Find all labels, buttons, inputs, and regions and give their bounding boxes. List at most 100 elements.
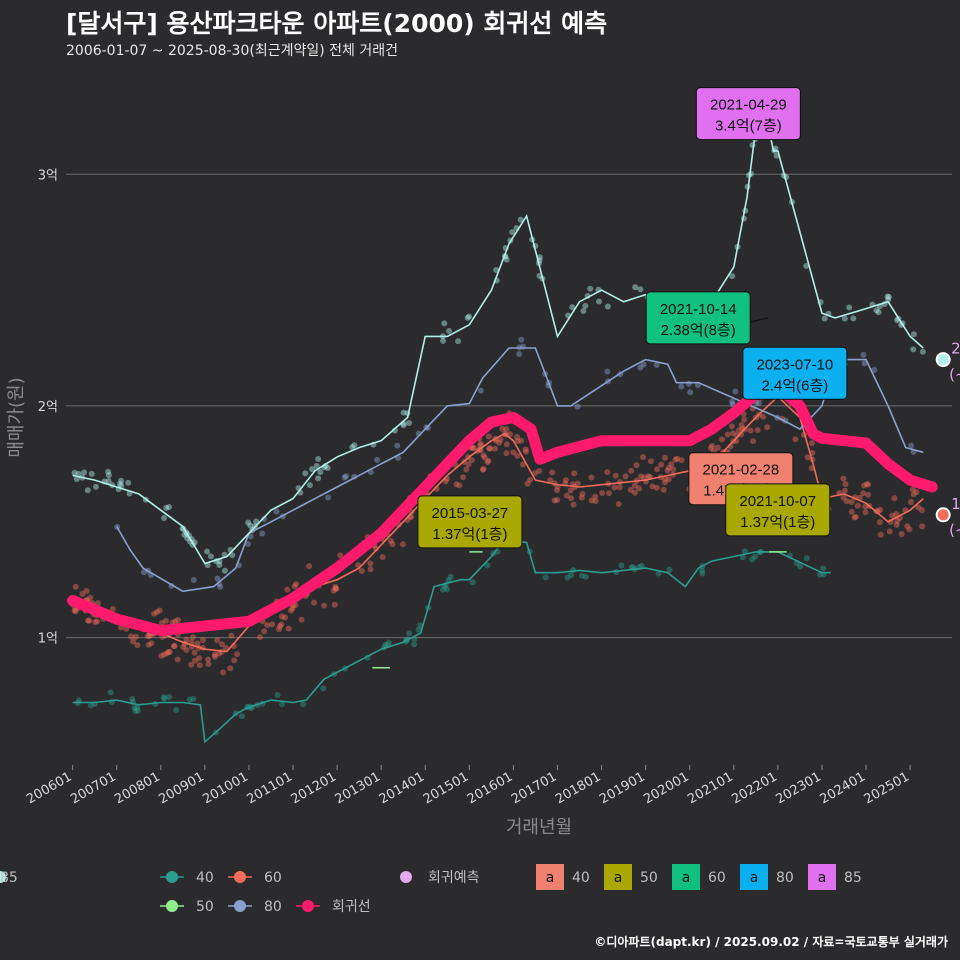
scatter-point — [633, 462, 640, 469]
scatter-point — [893, 511, 900, 518]
annotation-2021-10-14: 2021-10-14 2.38억(8층) — [645, 291, 751, 345]
scatter-point — [910, 491, 917, 498]
scatter-point — [919, 523, 926, 530]
scatter-point — [161, 651, 168, 658]
forecast-size-label: (~85㎡) — [949, 366, 960, 384]
legend: 40 60 85 50 80 회귀선 회귀예측 a 40 a 50 a 60 a 80 a 85 — [0, 864, 862, 915]
annotation-2021-10-07: 2021-10-07 1.37억(1층) — [725, 483, 831, 537]
legend-dot — [400, 871, 412, 883]
scatter-point — [190, 695, 197, 702]
scatter-point — [514, 438, 521, 445]
scatter-point — [484, 562, 491, 569]
scatter-point — [519, 461, 526, 468]
scatter-point — [898, 530, 905, 537]
scatter-point — [165, 649, 172, 656]
scatter-point — [349, 444, 356, 451]
scatter-point — [264, 622, 271, 629]
scatter-point — [615, 501, 622, 508]
scatter-point — [160, 694, 167, 701]
y-tick-label: 2억 — [38, 400, 58, 415]
scatter-point — [699, 570, 706, 577]
scatter-point — [568, 495, 575, 502]
scatter-point — [554, 487, 561, 494]
scatter-point — [760, 413, 767, 420]
scatter-point — [904, 523, 911, 530]
scatter-point — [685, 380, 692, 387]
scatter-point — [729, 273, 736, 280]
annotation-value: 2.38억(8층) — [661, 322, 736, 339]
x-tick-label: 201401 — [377, 769, 427, 807]
annotation-date: 2021-02-28 — [702, 462, 779, 479]
scatter-point — [469, 579, 476, 586]
forecast-points: 22,000 (~85㎡) 15,336 (~60㎡) — [935, 340, 960, 539]
scatter-point — [595, 298, 602, 305]
scatter-point — [741, 416, 748, 423]
scatter-point — [107, 689, 114, 696]
scatter-point — [665, 476, 672, 483]
scatter-point — [204, 548, 211, 555]
scatter-point — [389, 541, 396, 548]
source-credit: ©디아파트(dapt.kr) / 2025.09.02 / 자료=국토교통부 실… — [594, 935, 948, 949]
scatter-point — [317, 469, 324, 476]
scatter-point — [486, 445, 493, 452]
scatter-point — [477, 387, 484, 394]
scatter-point — [440, 337, 447, 344]
scatter-point — [668, 461, 675, 468]
scatter-point — [587, 285, 594, 292]
scatter-point — [919, 348, 926, 355]
scatter-point — [278, 701, 285, 708]
scatter-point — [640, 361, 647, 368]
annotation-date: 2023-07-10 — [757, 356, 834, 373]
scatter-point — [908, 442, 915, 449]
legend-swatch-glyph: a — [682, 870, 691, 886]
scatter-point — [599, 489, 606, 496]
scatter-point — [563, 492, 570, 499]
scatter-point — [331, 601, 338, 608]
scatter-point — [851, 514, 858, 521]
annotation-box — [645, 291, 751, 345]
scatter-point — [161, 695, 168, 702]
scatter-point — [579, 490, 586, 497]
scatter-point — [261, 628, 268, 635]
scatter-point — [367, 566, 374, 573]
scatter-point — [629, 563, 636, 570]
legend-swatch — [536, 864, 564, 890]
scatter-point — [568, 572, 575, 579]
scatter-point — [670, 466, 677, 473]
scatter-point — [131, 704, 138, 711]
legend-label: 85 — [844, 870, 862, 886]
x-tick-label: 202101 — [685, 769, 735, 807]
scatter-point — [309, 466, 316, 473]
scatter-point — [709, 442, 716, 449]
scatter-point — [372, 545, 379, 552]
scatter-point — [140, 569, 147, 576]
scatter-point — [491, 445, 498, 452]
legend-swatch — [808, 864, 836, 890]
scatter-point — [850, 315, 857, 322]
scatter-point — [687, 389, 694, 396]
scatter-point — [884, 293, 891, 300]
scatter-point — [660, 486, 667, 493]
scatter-point — [735, 427, 742, 434]
scatter-point — [358, 568, 365, 575]
scatter-point — [351, 442, 358, 449]
scatter-point — [640, 454, 647, 461]
scatter-point — [662, 454, 669, 461]
x-tick-label: 202501 — [862, 769, 912, 807]
scatter-point — [907, 498, 914, 505]
scatter-point — [875, 309, 882, 316]
scatter-point — [672, 456, 679, 463]
scatter-point — [332, 585, 339, 592]
scatter-point — [444, 586, 451, 593]
scatter-point — [223, 644, 230, 651]
x-tick-label: 200701 — [68, 769, 118, 807]
scatter-point — [105, 472, 112, 479]
scatter-point — [848, 508, 855, 515]
x-tick-label: 201301 — [333, 769, 383, 807]
scatter-point — [622, 473, 629, 480]
scatter-point — [85, 617, 92, 624]
legend-item-50: 50 — [160, 899, 214, 915]
x-tick-label: 201501 — [421, 769, 471, 807]
scatter-point — [862, 503, 869, 510]
scatter-point — [588, 497, 595, 504]
